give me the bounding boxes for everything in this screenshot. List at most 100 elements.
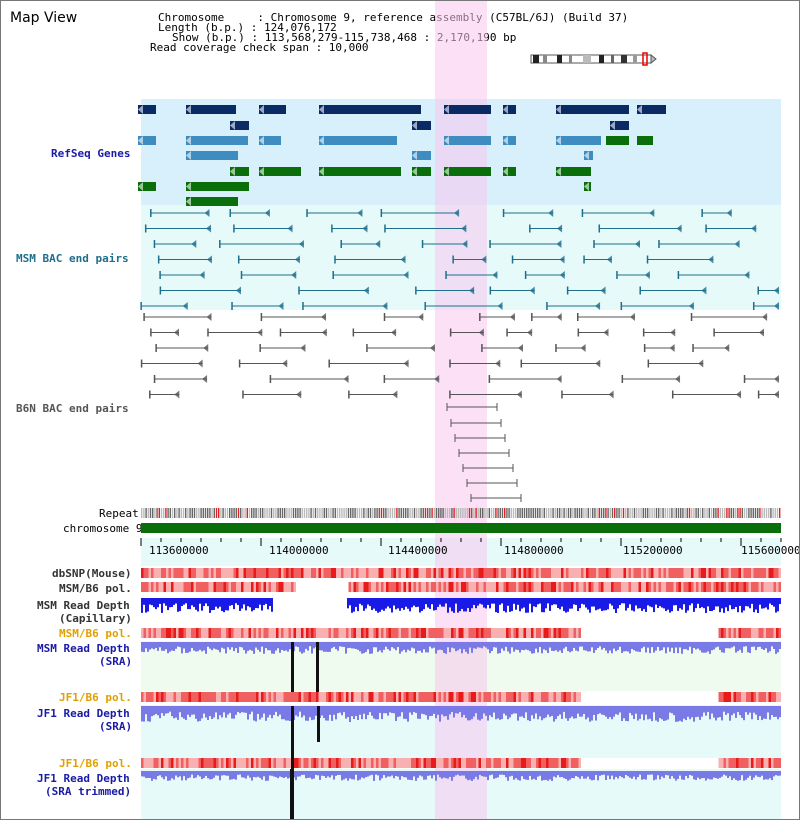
dbsnp-heat	[373, 568, 376, 578]
repeat-mark	[242, 508, 244, 518]
msm-bac-pair	[774, 286, 779, 295]
msm-b6-pol-heat	[168, 582, 171, 592]
msm-sra-depth-bar	[405, 642, 407, 653]
msm-b6-pol-2-heat	[141, 628, 144, 638]
msm-sra-depth-bar	[539, 642, 541, 648]
jf1-trim-depth-bar	[219, 771, 221, 781]
repeat-label[interactable]: Repeat	[99, 507, 139, 520]
jf1-depth-trim-label[interactable]: JF1 Read Depth	[37, 772, 130, 785]
jf1-b6-pol-2-heat	[346, 758, 349, 768]
msm-sra-depth-bar	[143, 642, 145, 653]
b6n-bac-pair	[403, 359, 409, 368]
msm-cap-depth-bar	[169, 598, 171, 608]
refseq-label[interactable]: RefSeq Genes	[51, 147, 131, 160]
jf1-b6-pol-2-heat	[398, 758, 401, 768]
gene-block	[138, 105, 156, 114]
msm-sra-depth-bar	[643, 642, 645, 647]
jf1-trim-depth-bar	[689, 771, 691, 775]
msm-cap-depth-bar	[205, 598, 207, 604]
dbsnp-heat	[666, 568, 669, 578]
chromosome-ideogram[interactable]	[529, 52, 659, 66]
msm-b6-pol-2-heat	[673, 628, 676, 638]
msm-sra-depth-bar	[189, 642, 191, 652]
repeat-mark	[213, 508, 215, 518]
jf1-b6-pol-heat	[631, 692, 634, 702]
msm-sra-depth-bar	[737, 642, 739, 652]
jf1-b6-pol-label[interactable]: JF1/B6 pol.	[59, 691, 132, 704]
msm-cap-depth-bar	[267, 598, 269, 610]
jf1-trim-depth-bar	[715, 771, 717, 779]
repeat-mark	[774, 508, 776, 518]
jf1-b6-pol-heat	[576, 692, 579, 702]
jf1-sra-depth-bar	[423, 706, 425, 715]
repeat-mark	[473, 508, 475, 518]
msm-cap-depth-bar	[523, 598, 525, 608]
msm-b6-pol-2-heat	[408, 628, 411, 638]
jf1-sra-depth-bar	[603, 706, 605, 716]
gene-block	[138, 136, 156, 145]
jf1-trim-depth-bar	[757, 771, 759, 777]
dbsnp-heat	[728, 568, 731, 578]
jf1-sra-depth-bar	[191, 706, 193, 715]
msm-depth-cap-label[interactable]: MSM Read Depth	[37, 599, 130, 612]
jf1-trim-depth-bar	[411, 771, 413, 781]
jf1-trim-depth-bar	[585, 771, 587, 779]
jf1-b6-pol-heat	[558, 692, 561, 702]
gene-block	[412, 167, 431, 176]
jf1-b6-pol-heat	[556, 692, 559, 702]
jf1-sra-depth-bar	[745, 706, 747, 713]
jf1-b6-pol-2-heat	[473, 758, 476, 768]
msm-sra-depth-bar	[659, 642, 661, 651]
msm-b6-pol-2-heat	[451, 628, 454, 638]
jf1-b6-pol-heat	[491, 692, 494, 702]
repeat-mark	[563, 508, 565, 518]
msm-bac-pair	[734, 240, 740, 248]
msm-bac-pair	[287, 224, 293, 233]
msm-b6-pol-heat	[341, 582, 344, 592]
msm-b6-pol-heat	[356, 582, 359, 592]
jf1-b6-pol-2-heat	[263, 758, 266, 768]
msm-b6-pol-heat	[581, 582, 584, 592]
jf1-b6-pol-2-label[interactable]: JF1/B6 pol.	[59, 757, 132, 770]
jf1-b6-pol-heat	[403, 692, 406, 702]
msm-bac-pair	[726, 209, 732, 217]
dbsnp-heat	[208, 568, 211, 578]
jf1-depth-sra-label[interactable]: JF1 Read Depth	[37, 707, 130, 720]
b6n-bac-pair	[608, 390, 614, 399]
msm-b6-pol-2-label[interactable]: MSM/B6 pol.	[59, 627, 132, 640]
msm-cap-depth-bar	[775, 598, 777, 613]
dbsnp-heat	[358, 568, 361, 578]
jf1-b6-pol-2-heat	[423, 758, 426, 768]
jf1-trim-depth-bar	[571, 771, 573, 779]
msm-bac-label[interactable]: MSM BAC end pairs	[16, 252, 129, 265]
msm-b6-pol-2-heat	[721, 628, 724, 638]
msm-depth-sra-label[interactable]: MSM Read Depth	[37, 642, 130, 655]
msm-cap-depth-bar	[183, 598, 185, 605]
jf1-trim-depth-bar	[167, 771, 169, 781]
msm-sra-depth-bar	[731, 642, 733, 648]
jf1-b6-pol-heat	[353, 692, 356, 702]
jf1-b6-pol-2-heat	[336, 758, 339, 768]
repeat-mark	[259, 508, 262, 518]
jf1-sra-depth-bar	[549, 706, 551, 717]
msm-sra-depth-bar	[365, 642, 367, 652]
jf1-trim-depth-bar	[299, 771, 301, 777]
dbsnp-label[interactable]: dbSNP(Mouse)	[52, 567, 132, 580]
dbsnp-heat	[173, 568, 176, 578]
msm-b6-pol-2-heat	[383, 628, 386, 638]
gene-strand-arrow	[584, 182, 589, 191]
repeat-mark	[431, 508, 433, 518]
msm-sra-depth-bar	[331, 642, 333, 649]
jf1-b6-pol-2-heat	[441, 758, 444, 768]
dbsnp-heat	[288, 568, 291, 578]
repeat-mark	[288, 508, 290, 518]
repeat-mark	[717, 508, 719, 518]
jf1-trim-depth-bar	[431, 771, 433, 779]
msm-b6-pol-label[interactable]: MSM/B6 pol.	[59, 582, 132, 595]
b6n-bac-label[interactable]: B6N BAC end pairs	[16, 402, 129, 415]
dbsnp-heat	[246, 568, 249, 578]
jf1-b6-pol-2-heat	[323, 758, 326, 768]
chromosome-label[interactable]: chromosome 9	[63, 522, 143, 535]
jf1-b6-pol-heat	[546, 692, 549, 702]
